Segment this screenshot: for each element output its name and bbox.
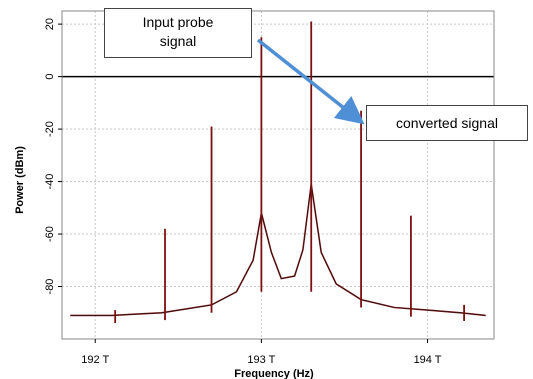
y-tick-label-3: -40 bbox=[44, 174, 56, 190]
x-tick-label-1: 193 T bbox=[247, 354, 275, 366]
y-tick-label-5: -80 bbox=[44, 279, 56, 295]
x-axis-title: Frequency (Hz) bbox=[234, 368, 314, 379]
y-axis-ticks: 20 0 -20 -40 -60 -80 bbox=[44, 18, 62, 294]
x-axis-ticks: 192 T 193 T 194 T bbox=[81, 339, 442, 366]
spectrum-series bbox=[70, 21, 486, 324]
annotation-arrow bbox=[256, 38, 365, 125]
annotation-arrows bbox=[256, 38, 365, 125]
y-tick-label-4: -60 bbox=[44, 226, 56, 242]
y-tick-label-0: 20 bbox=[44, 18, 56, 30]
input-probe-label-line2: signal bbox=[159, 33, 197, 49]
x-tick-label-2: 194 T bbox=[414, 354, 442, 366]
noise-floor-trace bbox=[70, 184, 486, 317]
converted-signal-callout: converted signal bbox=[366, 105, 528, 141]
y-tick-label-1: 0 bbox=[44, 74, 56, 80]
y-axis-title: Power (dBm) bbox=[14, 146, 26, 214]
input-probe-callout: Input probe signal bbox=[104, 8, 252, 58]
x-tick-label-0: 192 T bbox=[81, 354, 109, 366]
y-tick-label-2: -20 bbox=[44, 121, 56, 137]
plot-frame bbox=[61, 10, 495, 340]
converted-signal-label: converted signal bbox=[396, 115, 498, 131]
noise-floor-trace-core bbox=[70, 184, 486, 316]
input-probe-label-line1: Input probe bbox=[142, 14, 214, 30]
grid bbox=[62, 11, 494, 339]
